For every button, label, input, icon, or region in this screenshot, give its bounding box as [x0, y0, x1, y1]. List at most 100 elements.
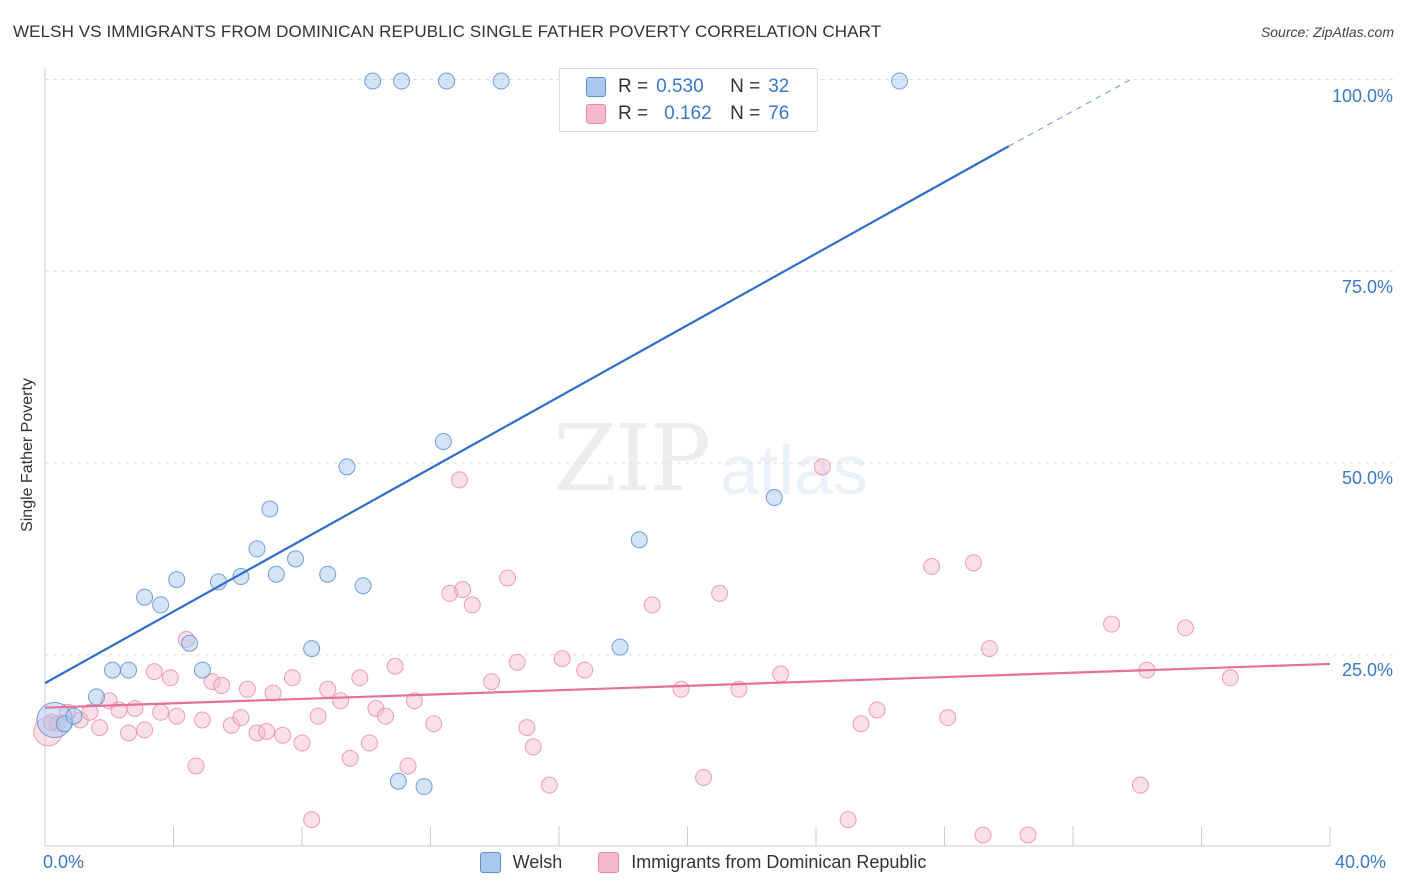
dominican-point [168, 707, 186, 725]
dominican-point [974, 826, 992, 844]
welsh-trend-extension [1008, 79, 1132, 147]
dominican-point [351, 669, 369, 687]
welsh-point [319, 565, 337, 583]
dominican-point [483, 673, 501, 691]
source-label: Source: ZipAtlas.com [1260, 24, 1394, 40]
welsh-point [765, 489, 783, 507]
legend-n-label: N = [730, 103, 761, 124]
dominican-point [813, 458, 831, 476]
bottom-legend-swatch-welsh [479, 852, 501, 873]
dominican-point [923, 558, 941, 576]
dominican-point [1103, 615, 1121, 633]
dominican-point [283, 669, 301, 687]
welsh-point [891, 72, 909, 90]
welsh-point [152, 596, 170, 614]
welsh-point [303, 640, 321, 658]
dominican-point [126, 699, 144, 717]
dominican-trend-line [44, 662, 1331, 709]
bottom-legend-swatch-dominican [598, 852, 620, 873]
welsh-point [364, 72, 382, 90]
welsh-point [248, 540, 266, 558]
dominican-point [386, 657, 404, 675]
dominican-point [852, 715, 870, 733]
welsh-point [415, 778, 433, 796]
bottom-legend: Welsh Immigrants from Dominican Republic [0, 852, 1406, 873]
welsh-point [354, 577, 372, 595]
bottom-legend-welsh-label: Welsh [512, 852, 563, 872]
legend-r-label: R = [618, 76, 649, 97]
dominican-point [1176, 619, 1194, 637]
bottom-legend-welsh: Welsh [479, 852, 563, 873]
welsh-point [492, 72, 510, 90]
welsh-point [103, 661, 121, 679]
dominican-point [309, 707, 327, 725]
legend-swatch-dominican [586, 104, 606, 124]
welsh-point [168, 571, 186, 589]
dominican-point [868, 701, 886, 719]
dominican-point [524, 738, 542, 756]
dominican-point [576, 661, 594, 679]
dominican-point [238, 680, 256, 698]
dominican-point [1221, 669, 1239, 687]
legend-n-value: 32 [768, 76, 790, 97]
legend-n-label: N = [730, 76, 761, 97]
legend-row-dominican: R = 0.162 N = 76 [586, 102, 789, 126]
legend: R = 0.530 N = 32 R = 0.162 N = 76 [559, 68, 818, 132]
dominican-point [499, 569, 517, 587]
welsh-point [136, 588, 154, 606]
dominican-point [145, 663, 163, 681]
dominican-point [120, 724, 138, 742]
dominican-point [258, 722, 276, 740]
dominican-point [939, 709, 957, 727]
legend-row-welsh: R = 0.530 N = 32 [586, 75, 789, 99]
dominican-point [213, 676, 231, 694]
dominican-point [518, 719, 536, 737]
dominican-point [839, 811, 857, 829]
welsh-point [611, 638, 629, 656]
x-tick-0: 0.0% [43, 852, 85, 872]
welsh-point [120, 661, 138, 679]
welsh-point [389, 772, 407, 790]
watermark-zip: ZIP [553, 405, 711, 512]
dominican-point [711, 584, 729, 602]
dominican-point [264, 684, 282, 702]
dominican-point [964, 554, 982, 572]
y-tick-25: 25.0% [1341, 660, 1393, 680]
dominican-point [203, 673, 221, 691]
welsh-point [65, 707, 83, 725]
dominican-point [463, 596, 481, 614]
dominican-point [91, 719, 109, 737]
dominican-point [643, 596, 661, 614]
dominican-point [81, 703, 99, 721]
dominican-point [405, 692, 423, 710]
dominican-point [152, 703, 170, 721]
dominican-point [161, 669, 179, 687]
welsh-point [393, 72, 411, 90]
dominican-point [695, 768, 713, 786]
bottom-legend-dominican-label: Immigrants from Dominican Republic [631, 852, 927, 872]
dominican-point [553, 650, 571, 668]
y-tick-75: 75.0% [1341, 277, 1393, 297]
dominican-point [360, 734, 378, 752]
x-tick-40: 40.0% [1335, 852, 1387, 872]
dominican-point [1131, 776, 1149, 794]
dominican-point [193, 711, 211, 729]
dominican-point [540, 776, 558, 794]
dominican-point [341, 749, 359, 767]
dominican-point [377, 707, 395, 725]
dominican-point [293, 734, 311, 752]
dominican-point [187, 757, 205, 775]
dominican-point [425, 715, 443, 733]
y-tick-50: 50.0% [1341, 468, 1393, 488]
dominican-point [399, 757, 417, 775]
welsh-trend-line [44, 145, 1010, 685]
dominican-point [136, 721, 154, 739]
dominican-point [1019, 826, 1037, 844]
legend-n-value: 76 [768, 103, 790, 124]
legend-r-value: 0.162 [664, 103, 712, 124]
dominican-point [672, 680, 690, 698]
welsh-point [267, 565, 285, 583]
welsh-point [287, 550, 305, 568]
dominican-point [980, 640, 998, 658]
